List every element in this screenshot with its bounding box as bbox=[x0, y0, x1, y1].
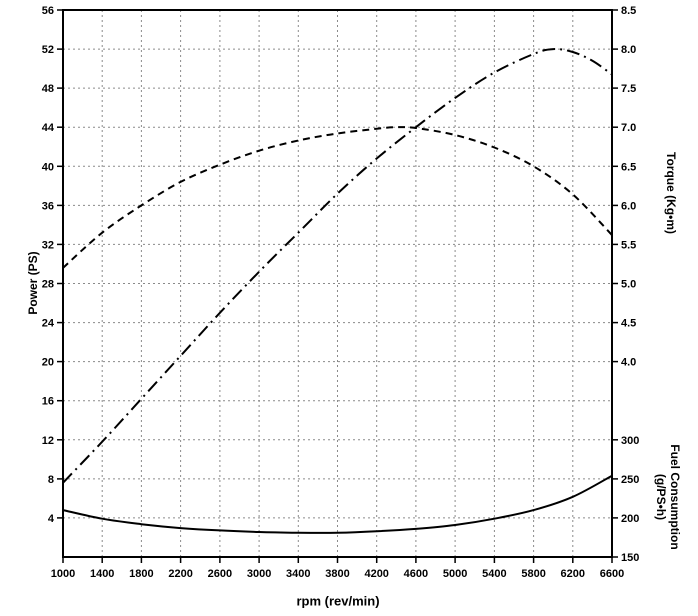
svg-text:4: 4 bbox=[48, 513, 55, 525]
svg-text:48: 48 bbox=[42, 83, 54, 95]
svg-text:5800: 5800 bbox=[521, 568, 545, 580]
svg-text:6200: 6200 bbox=[561, 568, 585, 580]
svg-text:36: 36 bbox=[42, 200, 54, 212]
svg-text:8: 8 bbox=[48, 474, 54, 486]
rpm-axis-title: rpm (rev/min) bbox=[296, 593, 380, 609]
curve-torque bbox=[62, 126, 613, 269]
svg-text:8.0: 8.0 bbox=[621, 44, 636, 56]
svg-text:2200: 2200 bbox=[168, 568, 192, 580]
svg-text:28: 28 bbox=[42, 279, 54, 291]
svg-text:52: 52 bbox=[42, 44, 54, 56]
svg-text:300: 300 bbox=[621, 435, 639, 447]
svg-text:24: 24 bbox=[42, 318, 55, 330]
svg-text:7.0: 7.0 bbox=[621, 122, 636, 134]
svg-text:2600: 2600 bbox=[208, 568, 232, 580]
svg-text:4600: 4600 bbox=[404, 568, 428, 580]
svg-text:1400: 1400 bbox=[90, 568, 114, 580]
svg-text:44: 44 bbox=[42, 122, 55, 134]
svg-text:6600: 6600 bbox=[600, 568, 624, 580]
svg-text:5.5: 5.5 bbox=[621, 239, 636, 251]
fuel-axis-title-line1: Fuel Consumption bbox=[668, 444, 682, 550]
svg-text:16: 16 bbox=[42, 396, 54, 408]
svg-text:12: 12 bbox=[42, 435, 54, 447]
svg-text:6.5: 6.5 bbox=[621, 161, 636, 173]
power-axis-title: Power (PS) bbox=[26, 251, 40, 315]
fuel-axis-title-line2: (g/PS•h) bbox=[654, 473, 668, 521]
fuel-axis-title: Fuel Consumption (g/PS•h) bbox=[654, 444, 682, 549]
svg-text:4.0: 4.0 bbox=[621, 357, 636, 369]
svg-text:200: 200 bbox=[621, 513, 639, 525]
svg-text:8.5: 8.5 bbox=[621, 5, 636, 17]
svg-text:4200: 4200 bbox=[364, 568, 388, 580]
svg-text:3000: 3000 bbox=[247, 568, 271, 580]
svg-text:150: 150 bbox=[621, 552, 639, 564]
svg-text:7.5: 7.5 bbox=[621, 83, 636, 95]
svg-text:56: 56 bbox=[42, 5, 54, 17]
svg-text:3800: 3800 bbox=[325, 568, 349, 580]
svg-text:32: 32 bbox=[42, 239, 54, 251]
svg-text:5400: 5400 bbox=[482, 568, 506, 580]
svg-text:4.5: 4.5 bbox=[621, 318, 636, 330]
svg-text:6.0: 6.0 bbox=[621, 200, 636, 212]
svg-text:3400: 3400 bbox=[286, 568, 310, 580]
curve-power bbox=[62, 48, 613, 484]
svg-text:40: 40 bbox=[42, 161, 54, 173]
torque-axis-title: Torque (Kg•m) bbox=[664, 152, 678, 234]
svg-text:20: 20 bbox=[42, 357, 54, 369]
svg-text:250: 250 bbox=[621, 474, 639, 486]
svg-text:5000: 5000 bbox=[443, 568, 467, 580]
svg-text:1800: 1800 bbox=[129, 568, 153, 580]
svg-text:1000: 1000 bbox=[51, 568, 75, 580]
curve-fuel_consumption bbox=[62, 474, 613, 534]
svg-text:5.0: 5.0 bbox=[621, 279, 636, 291]
